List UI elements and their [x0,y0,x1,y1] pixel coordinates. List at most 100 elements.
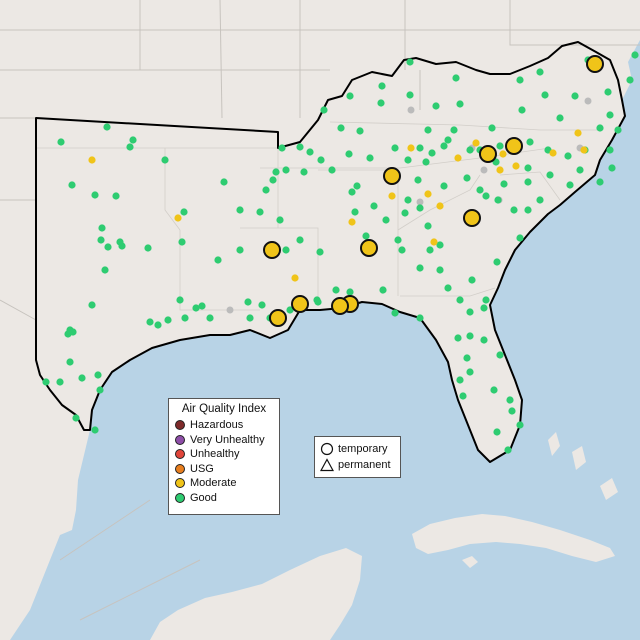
station-marker-good[interactable] [468,276,476,284]
station-marker-good[interactable] [524,164,532,172]
station-marker-good[interactable] [236,206,244,214]
station-marker-good[interactable] [476,186,484,194]
station-marker-good[interactable] [286,306,294,314]
station-marker-nodata[interactable] [584,97,592,105]
station-marker-moderate[interactable] [388,192,396,200]
station-marker-good[interactable] [493,428,501,436]
station-marker-good[interactable] [146,318,154,326]
station-marker-good[interactable] [480,304,488,312]
station-marker-good[interactable] [296,236,304,244]
station-marker-good[interactable] [426,246,434,254]
station-marker-moderate[interactable] [88,156,96,164]
station-marker-good[interactable] [440,182,448,190]
temporary-monitor-moderate[interactable] [463,209,481,227]
station-marker-good[interactable] [493,258,501,266]
station-marker-good[interactable] [604,88,612,96]
station-marker-good[interactable] [328,166,336,174]
station-marker-good[interactable] [524,178,532,186]
station-marker-moderate[interactable] [472,139,480,147]
station-marker-good[interactable] [378,82,386,90]
station-marker-good[interactable] [436,266,444,274]
station-marker-good[interactable] [440,142,448,150]
station-marker-good[interactable] [450,126,458,134]
station-marker-moderate[interactable] [424,190,432,198]
station-marker-good[interactable] [103,123,111,131]
station-marker-good[interactable] [332,286,340,294]
station-marker-good[interactable] [482,296,490,304]
station-marker-good[interactable] [496,142,504,150]
station-marker-good[interactable] [416,144,424,152]
temporary-monitor-moderate[interactable] [269,309,287,327]
station-marker-good[interactable] [314,298,322,306]
station-marker-good[interactable] [72,414,80,422]
station-marker-good[interactable] [379,286,387,294]
station-marker-good[interactable] [444,284,452,292]
station-marker-good[interactable] [571,92,579,100]
station-marker-good[interactable] [516,234,524,242]
station-marker-good[interactable] [214,256,222,264]
station-marker-good[interactable] [463,174,471,182]
station-marker-good[interactable] [296,143,304,151]
station-marker-good[interactable] [422,158,430,166]
station-marker-good[interactable] [258,301,266,309]
station-marker-good[interactable] [494,196,502,204]
station-marker-good[interactable] [466,332,474,340]
temporary-monitor-moderate[interactable] [331,297,349,315]
station-marker-good[interactable] [416,264,424,272]
station-marker-good[interactable] [518,106,526,114]
station-marker-good[interactable] [524,206,532,214]
temporary-monitor-moderate[interactable] [360,239,378,257]
station-marker-good[interactable] [452,74,460,82]
station-marker-good[interactable] [316,248,324,256]
station-marker-good[interactable] [192,304,200,312]
station-marker-good[interactable] [181,314,189,322]
station-marker-good[interactable] [366,154,374,162]
station-marker-good[interactable] [57,138,65,146]
station-marker-good[interactable] [490,386,498,394]
station-marker-good[interactable] [66,358,74,366]
station-marker-good[interactable] [129,136,137,144]
station-marker-good[interactable] [246,314,254,322]
station-marker-good[interactable] [454,334,462,342]
station-marker-moderate[interactable] [549,149,557,157]
station-marker-good[interactable] [556,114,564,122]
temporary-monitor-moderate[interactable] [291,295,309,313]
temporary-monitor-moderate[interactable] [479,145,497,163]
station-marker-moderate[interactable] [174,214,182,222]
station-marker-good[interactable] [370,202,378,210]
station-marker-good[interactable] [320,106,328,114]
station-marker-good[interactable] [112,192,120,200]
station-marker-good[interactable] [463,354,471,362]
station-marker-good[interactable] [398,246,406,254]
station-marker-good[interactable] [269,176,277,184]
station-marker-good[interactable] [401,209,409,217]
station-marker-good[interactable] [564,152,572,160]
station-marker-good[interactable] [596,124,604,132]
station-marker-good[interactable] [576,166,584,174]
station-marker-good[interactable] [68,181,76,189]
station-marker-good[interactable] [345,150,353,158]
station-marker-nodata[interactable] [226,306,234,314]
station-marker-good[interactable] [541,91,549,99]
station-marker-moderate[interactable] [291,274,299,282]
station-marker-moderate[interactable] [512,162,520,170]
station-marker-good[interactable] [444,136,452,144]
station-marker-moderate[interactable] [496,166,504,174]
station-marker-good[interactable] [424,222,432,230]
station-marker-good[interactable] [500,180,508,188]
station-marker-good[interactable] [606,146,614,154]
station-marker-good[interactable] [424,126,432,134]
station-marker-good[interactable] [508,407,516,415]
station-marker-good[interactable] [488,124,496,132]
station-marker-good[interactable] [206,314,214,322]
station-marker-good[interactable] [377,99,385,107]
station-marker-good[interactable] [278,144,286,152]
station-marker-good[interactable] [69,328,77,336]
station-marker-good[interactable] [362,232,370,240]
station-marker-moderate[interactable] [430,238,438,246]
station-marker-moderate[interactable] [580,146,588,154]
station-marker-moderate[interactable] [348,218,356,226]
station-marker-moderate[interactable] [436,202,444,210]
station-marker-good[interactable] [118,242,126,250]
